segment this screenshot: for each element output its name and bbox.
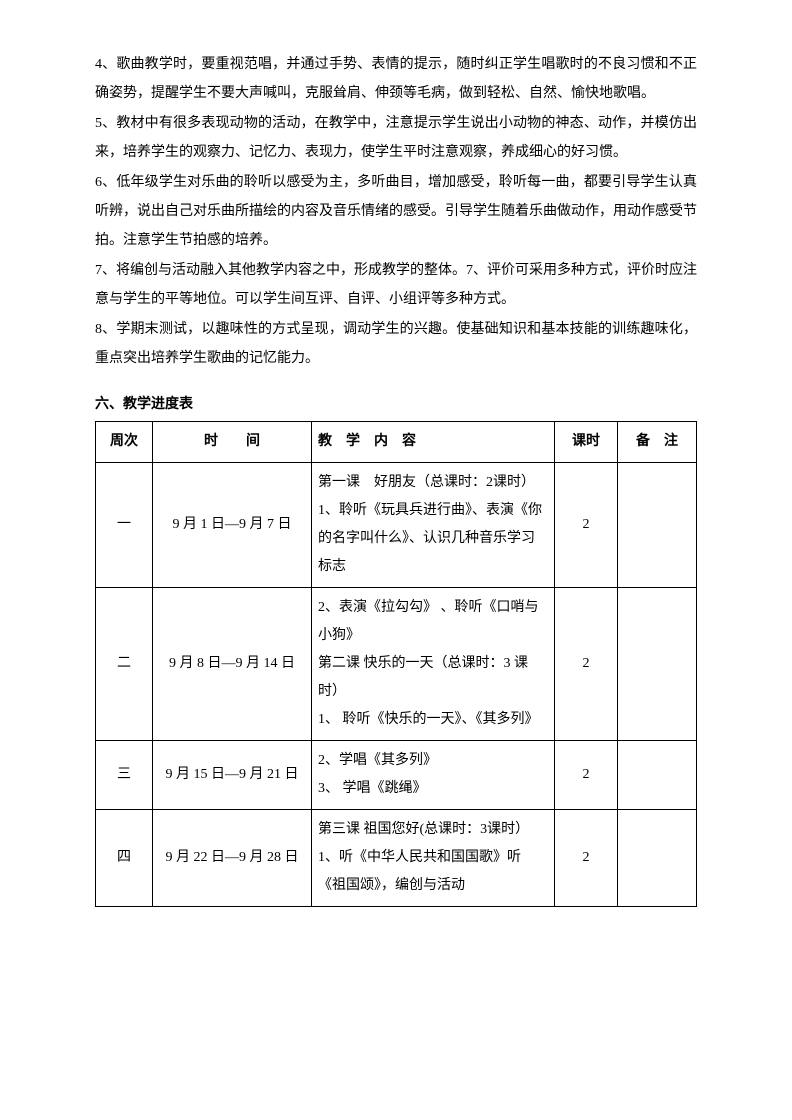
table-row: 一 9 月 1 日—9 月 7 日 第一课 好朋友（总课时：2课时）1、聆听《玩…: [96, 463, 697, 588]
cell-content: 2、学唱《其多列》3、 学唱《跳绳》: [312, 741, 555, 810]
cell-note: [618, 588, 697, 741]
paragraph-6: 6、低年级学生对乐曲的聆听以感受为主，多听曲目，增加感受，聆听每一曲，都要引导学…: [95, 168, 697, 256]
cell-note: [618, 810, 697, 907]
cell-hours: 2: [555, 463, 618, 588]
header-hours: 课时: [555, 422, 618, 463]
header-content: 教 学 内 容: [312, 422, 555, 463]
cell-hours: 2: [555, 741, 618, 810]
schedule-table: 周次 时 间 教 学 内 容 课时 备 注 一 9 月 1 日—9 月 7 日 …: [95, 421, 697, 907]
header-time: 时 间: [153, 422, 312, 463]
cell-time: 9 月 22 日—9 月 28 日: [153, 810, 312, 907]
page-container: 4、歌曲教学时，要重视范唱，并通过手势、表情的提示，随时纠正学生唱歌时的不良习惯…: [0, 0, 792, 957]
section-title: 六、教学进度表: [95, 393, 697, 413]
cell-content: 2、表演《拉勾勾》 、聆听《口哨与小狗》第二课 快乐的一天（总课时：3 课时）1…: [312, 588, 555, 741]
cell-content: 第三课 祖国您好(总课时：3课时）1、听《中华人民共和国国歌》听《祖国颂》，编创…: [312, 810, 555, 907]
paragraph-5: 5、教材中有很多表现动物的活动，在教学中，注意提示学生说出小动物的神态、动作，并…: [95, 109, 697, 168]
header-note: 备 注: [618, 422, 697, 463]
paragraph-8: 8、学期末测试，以趣味性的方式呈现，调动学生的兴趣。使基础知识和基本技能的训练趣…: [95, 315, 697, 374]
cell-week: 四: [96, 810, 153, 907]
cell-week: 三: [96, 741, 153, 810]
paragraph-4: 4、歌曲教学时，要重视范唱，并通过手势、表情的提示，随时纠正学生唱歌时的不良习惯…: [95, 50, 697, 109]
cell-note: [618, 463, 697, 588]
cell-time: 9 月 8 日—9 月 14 日: [153, 588, 312, 741]
table-row: 三 9 月 15 日—9 月 21 日 2、学唱《其多列》3、 学唱《跳绳》 2: [96, 741, 697, 810]
cell-time: 9 月 1 日—9 月 7 日: [153, 463, 312, 588]
cell-content: 第一课 好朋友（总课时：2课时）1、聆听《玩具兵进行曲》、表演《你的名字叫什么》…: [312, 463, 555, 588]
header-week: 周次: [96, 422, 153, 463]
table-row: 四 9 月 22 日—9 月 28 日 第三课 祖国您好(总课时：3课时）1、听…: [96, 810, 697, 907]
cell-hours: 2: [555, 588, 618, 741]
cell-week: 一: [96, 463, 153, 588]
cell-week: 二: [96, 588, 153, 741]
paragraph-7: 7、将编创与活动融入其他教学内容之中，形成教学的整体。7、评价可采用多种方式，评…: [95, 256, 697, 315]
table-row: 二 9 月 8 日—9 月 14 日 2、表演《拉勾勾》 、聆听《口哨与小狗》第…: [96, 588, 697, 741]
cell-note: [618, 741, 697, 810]
cell-time: 9 月 15 日—9 月 21 日: [153, 741, 312, 810]
table-header-row: 周次 时 间 教 学 内 容 课时 备 注: [96, 422, 697, 463]
cell-hours: 2: [555, 810, 618, 907]
